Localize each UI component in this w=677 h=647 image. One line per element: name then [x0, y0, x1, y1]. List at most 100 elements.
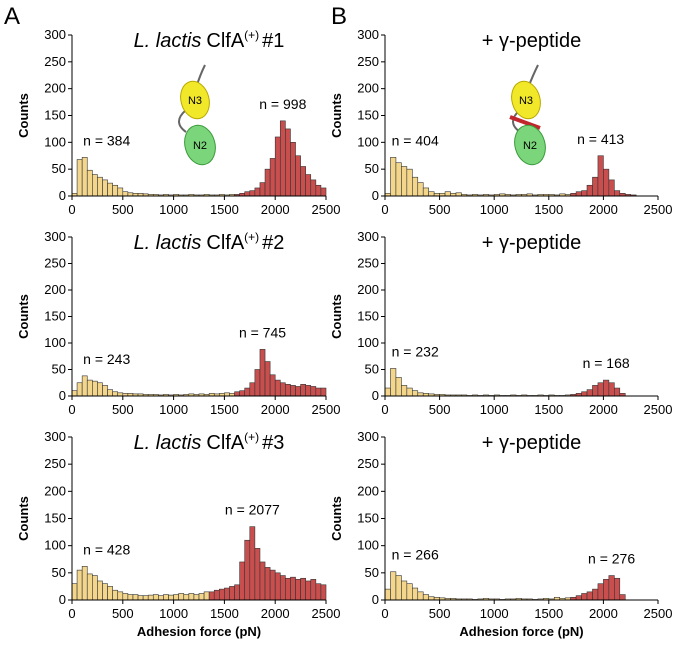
bar	[586, 184, 593, 197]
bar	[81, 566, 88, 601]
y-tick-label: 150	[357, 108, 379, 123]
bar	[269, 569, 276, 601]
bar	[178, 593, 185, 601]
bar	[305, 174, 312, 197]
bar	[76, 159, 83, 197]
y-tick-label: 50	[52, 362, 66, 377]
x-tick-label: 2500	[644, 606, 673, 621]
x-tick-label: 2000	[261, 202, 290, 217]
bar	[112, 589, 119, 601]
bar	[97, 382, 103, 397]
bar	[229, 586, 235, 601]
bar	[92, 174, 98, 197]
y-tick-label: 50	[365, 362, 379, 377]
title-superscript: (+)	[244, 28, 259, 42]
bar	[603, 579, 610, 601]
bar	[112, 391, 119, 397]
bar	[168, 594, 174, 601]
bar	[614, 190, 621, 197]
bar	[290, 385, 296, 397]
bar	[411, 176, 419, 197]
bar	[244, 539, 251, 601]
bar	[81, 375, 88, 397]
histogram-panel: + γ-peptide 0 50 100 150 200 250 300 0 500 1000 150…	[329, 429, 672, 639]
x-tick-label: 0	[381, 606, 388, 621]
title-species: L. lactis	[134, 432, 202, 454]
title-label: #1	[262, 30, 284, 52]
bar	[219, 588, 225, 601]
inset-label: N2	[193, 140, 207, 152]
bar	[603, 379, 610, 397]
annotation: n = 243	[83, 351, 130, 367]
y-tick-label: 50	[365, 161, 379, 176]
bar	[264, 361, 271, 397]
y-tick-label: 100	[357, 335, 379, 350]
bar	[274, 136, 281, 197]
x-tick-label: 1500	[210, 606, 239, 621]
x-tick-label: 1500	[534, 606, 563, 621]
bar	[249, 382, 256, 397]
x-tick-label: 0	[68, 402, 75, 417]
x-tick-label: 1500	[210, 202, 239, 217]
x-tick-label: 500	[112, 202, 134, 217]
annotation: n = 384	[83, 132, 130, 148]
y-tick-label: 300	[357, 27, 379, 42]
bar	[390, 368, 397, 397]
bar	[597, 382, 604, 397]
annotation: n = 232	[392, 343, 439, 359]
annotation: n = 998	[259, 96, 306, 112]
y-tick-label: 200	[44, 483, 66, 498]
bar	[300, 384, 306, 397]
x-tick-label: 1000	[159, 606, 188, 621]
histogram-panel: L. lactis ClfA(+) #3 0 50 100 150 200 250 300 0 500…	[16, 429, 340, 639]
y-tick-label: 0	[59, 592, 66, 607]
bar	[76, 569, 83, 601]
title-superscript: (+)	[244, 230, 259, 244]
bar	[395, 377, 402, 397]
bar	[224, 587, 230, 601]
chart-title: + γ-peptide	[482, 432, 582, 454]
bar	[315, 184, 322, 197]
bar	[310, 179, 317, 197]
inset-label: N3	[188, 95, 202, 107]
x-tick-label: 500	[429, 202, 451, 217]
bar	[92, 575, 98, 601]
bar	[102, 583, 108, 601]
annotation: n = 413	[577, 131, 624, 147]
bar	[310, 386, 317, 397]
bar	[592, 385, 599, 397]
y-tick-label: 300	[357, 229, 379, 244]
x-tick-label: 1500	[534, 402, 563, 417]
bar	[92, 380, 98, 397]
bar	[597, 155, 604, 197]
bar	[102, 179, 108, 197]
bar	[320, 187, 327, 197]
bar	[127, 594, 134, 601]
bar	[193, 594, 200, 601]
annotation: n = 404	[392, 132, 439, 148]
x-tick-label: 2500	[312, 202, 341, 217]
panel-label: A	[4, 3, 20, 30]
bar	[315, 583, 322, 601]
bar	[290, 576, 296, 601]
bar	[586, 591, 593, 601]
bar	[86, 169, 93, 197]
y-axis-label: Counts	[329, 93, 344, 138]
bar	[274, 572, 281, 601]
bar	[295, 386, 301, 397]
bar	[428, 191, 435, 197]
bar	[208, 591, 215, 601]
chart-title: + γ-peptide	[482, 232, 582, 254]
x-tick-label: 2000	[589, 202, 618, 217]
bar	[401, 580, 408, 601]
y-tick-label: 300	[357, 429, 379, 444]
x-tick-label: 2500	[644, 202, 673, 217]
title-protein: ClfA	[206, 30, 244, 52]
x-tick-label: 500	[112, 606, 134, 621]
bar	[86, 379, 93, 397]
bar	[254, 187, 261, 197]
bar	[137, 595, 144, 601]
y-tick-label: 250	[44, 54, 66, 69]
bar	[608, 382, 615, 397]
y-tick-label: 0	[59, 388, 66, 403]
